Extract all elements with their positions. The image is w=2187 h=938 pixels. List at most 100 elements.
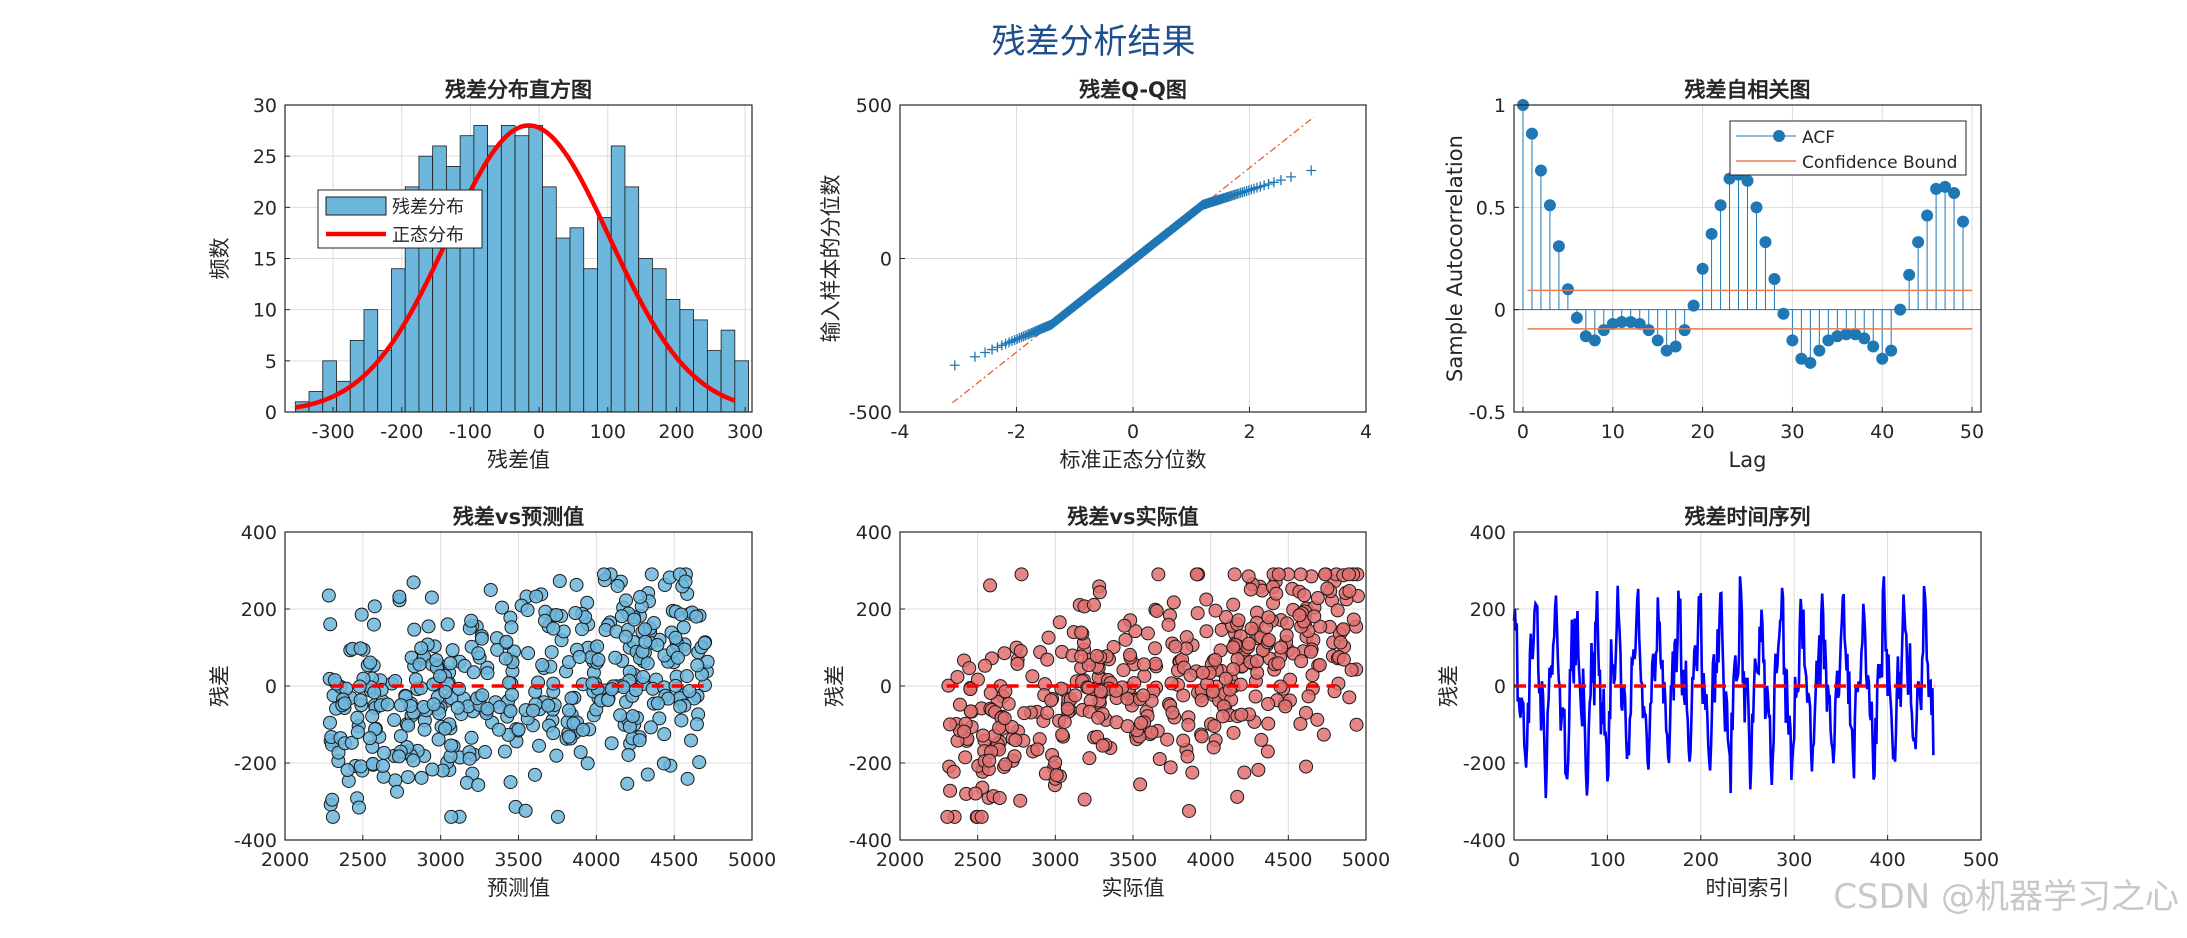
scatter-point [633, 589, 648, 604]
scatter-point [380, 697, 395, 712]
scatter-point [1161, 617, 1176, 632]
hist-bar [542, 186, 557, 413]
hist-bar [610, 145, 626, 413]
figure-title: 残差分析结果 [991, 22, 1196, 62]
x-tick-label: 50 [1960, 421, 1984, 443]
y-axis-label: 残差 [823, 665, 847, 707]
scatter-point [1160, 732, 1175, 747]
scatter-point [421, 619, 436, 634]
scatter-point [1271, 567, 1286, 582]
scatter-point [445, 643, 460, 658]
scatter-point [997, 646, 1012, 661]
hist-bar [322, 360, 337, 413]
acf-point [1930, 182, 1943, 195]
qq-point [1009, 335, 1020, 346]
hist-bar [583, 268, 598, 413]
scatter-point [353, 693, 368, 708]
scatter-point [1313, 619, 1328, 634]
acf-point [1579, 330, 1592, 343]
y-axis-label: 输入样本的分位数 [819, 175, 843, 343]
scatter-point [572, 649, 587, 664]
scatter-point [1227, 567, 1242, 582]
y-tick-label: -500 [849, 402, 892, 424]
scatter-point [1183, 668, 1198, 683]
scatter-point [1190, 606, 1205, 621]
scatter-point [1048, 755, 1063, 770]
acf-point [1912, 236, 1925, 249]
scatter-point [1060, 701, 1075, 716]
acf-point [1651, 334, 1664, 347]
legend-label: ACF [1802, 128, 1835, 148]
scatter-point [656, 756, 671, 771]
scatter-point [321, 588, 336, 603]
scatter-point [1152, 752, 1167, 767]
scatter-point [670, 650, 685, 665]
qq-point [1286, 171, 1297, 182]
scatter-point [483, 582, 498, 597]
acf-point [1759, 236, 1772, 249]
scatter-point [1136, 688, 1151, 703]
x-tick-label: 4500 [650, 849, 698, 871]
scatter-point [1303, 644, 1318, 659]
axes-frame [1513, 104, 1982, 413]
y-tick-label: 0 [265, 402, 277, 424]
scatter-point [580, 756, 595, 771]
acf-point [1696, 262, 1709, 275]
scatter-point [497, 744, 512, 759]
scatter-point [366, 617, 381, 632]
scatter-point [1091, 710, 1106, 725]
qq-point [969, 351, 980, 362]
scatter-point [549, 608, 564, 623]
scatter-point [674, 713, 689, 728]
scatter-point [689, 717, 704, 732]
qq-point [1263, 179, 1274, 190]
scatter-point [365, 709, 380, 724]
scatter-point [983, 578, 998, 593]
scatter-point [638, 634, 653, 649]
scatter-point [344, 735, 359, 750]
scatter-point [1333, 635, 1348, 650]
scatter-point [498, 651, 513, 666]
y-axis-label: 残差 [208, 665, 232, 707]
scatter-point [1341, 567, 1356, 582]
scatter-point [503, 704, 518, 719]
x-tick-label: 4000 [1186, 849, 1234, 871]
scatter-point [643, 720, 658, 735]
scatter-point [1055, 727, 1070, 742]
scatter-point [400, 770, 415, 785]
qq-point [1241, 185, 1252, 196]
scatter-point [575, 622, 590, 637]
qq-point [1306, 165, 1317, 176]
scatter-point [1208, 603, 1223, 618]
scatter-point [644, 567, 659, 582]
scatter-point [569, 577, 584, 592]
scatter-point [952, 697, 967, 712]
scatter-point [1349, 717, 1364, 732]
y-tick-label: 200 [241, 599, 277, 621]
y-tick-label: 25 [253, 146, 277, 168]
scatter-point [495, 600, 510, 615]
scatter-point [350, 725, 365, 740]
scatter-point [613, 708, 628, 723]
scatter-point [322, 715, 337, 730]
acf-point [1867, 340, 1880, 353]
scatter-point [963, 704, 978, 719]
scatter-point [632, 733, 647, 748]
scatter-point [1230, 789, 1245, 804]
y-tick-label: 400 [1470, 522, 1506, 544]
y-tick-label: 30 [253, 95, 277, 117]
scatter-point [504, 687, 519, 702]
scatter-point [444, 738, 459, 753]
legend-box [1729, 120, 1967, 176]
scatter-point [1040, 705, 1055, 720]
scatter-point [1013, 644, 1028, 659]
x-tick-label: -300 [312, 421, 355, 443]
scatter-point [1310, 712, 1325, 727]
acf-point [1885, 344, 1898, 357]
scatter-point [1095, 738, 1110, 753]
scatter-point [1278, 699, 1293, 714]
scatter-point [1008, 733, 1023, 748]
scatter-point [1122, 647, 1137, 662]
legend-marker-acf [1773, 130, 1785, 142]
y-tick-label: 0 [1494, 300, 1506, 322]
